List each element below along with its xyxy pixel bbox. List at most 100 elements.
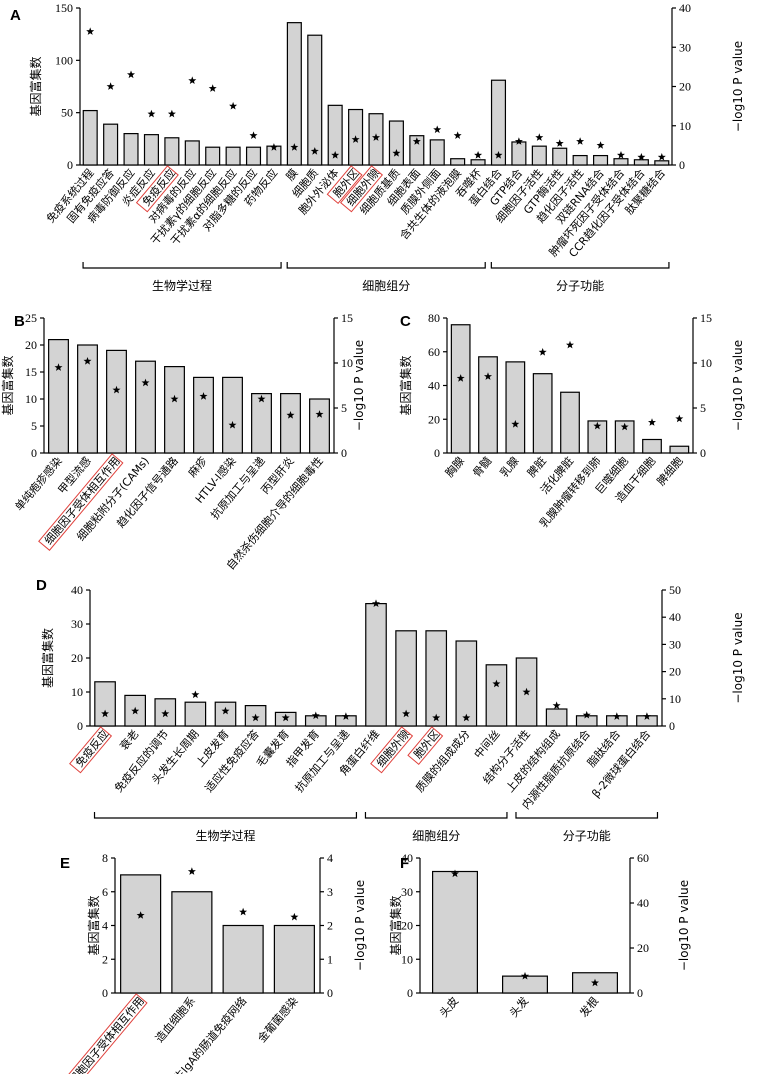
category-label: 头发 xyxy=(506,994,531,1020)
bar xyxy=(425,630,448,727)
y2-tick-label: 10 xyxy=(679,119,691,133)
bar xyxy=(470,159,486,166)
p-value-marker xyxy=(290,912,299,921)
bar xyxy=(368,113,384,166)
p-value-marker xyxy=(331,151,340,159)
p-value-marker xyxy=(251,713,260,722)
y2-tick-label: 20 xyxy=(637,941,649,955)
bar xyxy=(455,640,478,727)
category-label: 金葡菌感染 xyxy=(255,994,301,1045)
bracket-line xyxy=(515,812,659,819)
p-value-marker xyxy=(351,135,360,143)
highlight-box xyxy=(135,165,179,213)
p-value-marker xyxy=(494,151,503,159)
category-label: 脾细胞 xyxy=(654,454,686,488)
bar xyxy=(214,701,237,727)
bar xyxy=(251,393,272,454)
y2-axis-title: −log10 P value xyxy=(731,612,745,703)
p-value-marker xyxy=(433,125,442,134)
y-tick-label: 40 xyxy=(428,379,440,393)
panel-letter: B xyxy=(14,313,25,330)
y2-tick-label: 15 xyxy=(341,311,353,325)
y-tick-label: 0 xyxy=(67,158,73,172)
y-tick-label: 30 xyxy=(401,885,413,899)
p-value-marker xyxy=(188,76,197,84)
y-tick-label: 30 xyxy=(71,617,83,631)
p-value-marker xyxy=(221,706,230,715)
group-bracket: 分子功能 xyxy=(515,812,659,843)
bar xyxy=(77,344,98,454)
bar xyxy=(409,135,425,166)
y2-tick-label: 30 xyxy=(669,637,681,651)
highlight-box xyxy=(340,165,384,213)
bar xyxy=(450,324,471,454)
p-value-marker xyxy=(83,357,92,365)
y2-tick-label: 40 xyxy=(637,896,649,910)
p-value-marker xyxy=(286,411,295,419)
bar xyxy=(395,630,417,727)
y2-tick-label: 0 xyxy=(679,158,685,172)
bar xyxy=(245,146,262,166)
p-value-marker xyxy=(229,101,238,110)
bar xyxy=(545,708,568,727)
p-value-marker xyxy=(269,143,278,151)
y-axis-title: 基因富集数 xyxy=(28,56,43,116)
y-tick-label: 80 xyxy=(428,311,440,325)
y2-tick-label: 10 xyxy=(669,692,681,706)
y-tick-label: 20 xyxy=(428,412,440,426)
p-value-marker xyxy=(290,143,299,151)
bar xyxy=(193,376,214,454)
p-value-marker xyxy=(136,911,145,919)
p-value-marker xyxy=(522,687,531,696)
p-value-marker xyxy=(392,149,401,157)
p-value-marker xyxy=(167,109,176,118)
p-value-marker xyxy=(552,701,561,709)
group-bracket: 生物学过程 xyxy=(93,812,358,843)
bar xyxy=(171,891,213,994)
bar xyxy=(633,159,649,166)
p-value-marker xyxy=(596,141,605,149)
bar xyxy=(478,356,498,454)
p-value-marker xyxy=(453,131,462,139)
bar xyxy=(327,104,343,166)
y2-tick-label: 0 xyxy=(700,446,706,460)
bar xyxy=(184,701,207,727)
y-axis-title: 基因富集数 xyxy=(86,895,101,955)
group-label: 细胞组分 xyxy=(362,279,410,293)
y2-tick-label: 1 xyxy=(327,952,333,966)
y-axis-title: 基因富集数 xyxy=(388,895,403,955)
category-label: 细胞外隙 xyxy=(373,727,412,770)
y-tick-label: 40 xyxy=(71,583,83,597)
group-label: 生物学过程 xyxy=(152,278,212,293)
p-value-marker xyxy=(131,706,140,715)
bar xyxy=(225,146,241,166)
panel-c: C 0 20 40 60 80 0 5 10 15 基因富集数 −log10 P value 胸腺 骨髓乳… xyxy=(398,311,745,530)
p-value-marker xyxy=(492,679,501,688)
category-label: 衰老 xyxy=(117,727,142,753)
p-value-marker xyxy=(101,709,109,718)
bar xyxy=(143,134,159,166)
y2-axis-title: −log10 P value xyxy=(352,340,366,431)
y-axis-title: 基因富集数 xyxy=(40,628,55,688)
p-value-marker xyxy=(147,109,156,118)
p-value-marker xyxy=(617,151,625,159)
panel-d: D 0 10 20 30 40 0 10 20 30 40 50 基因富集数 −log10 P value… xyxy=(36,577,745,843)
y-tick-label: 20 xyxy=(401,919,413,933)
category-label: 免疫反应 xyxy=(72,727,111,770)
bar xyxy=(388,120,404,166)
group-label: 细胞组分 xyxy=(412,829,460,843)
bar xyxy=(222,924,264,994)
p-value-marker xyxy=(637,153,646,161)
p-value-marker xyxy=(281,713,290,722)
y-axis-title: 基因富集数 xyxy=(0,355,15,415)
group-bracket: 分子功能 xyxy=(490,262,670,293)
category-label: 胸腺 xyxy=(442,454,467,480)
bar xyxy=(120,874,162,994)
bracket-line xyxy=(82,262,282,269)
panel-letter: E xyxy=(60,855,70,872)
bar xyxy=(450,158,466,166)
bracket-line xyxy=(286,262,486,269)
y-axis-title: 基因富集数 xyxy=(398,355,413,415)
group-bracket: 细胞组分 xyxy=(286,262,486,293)
